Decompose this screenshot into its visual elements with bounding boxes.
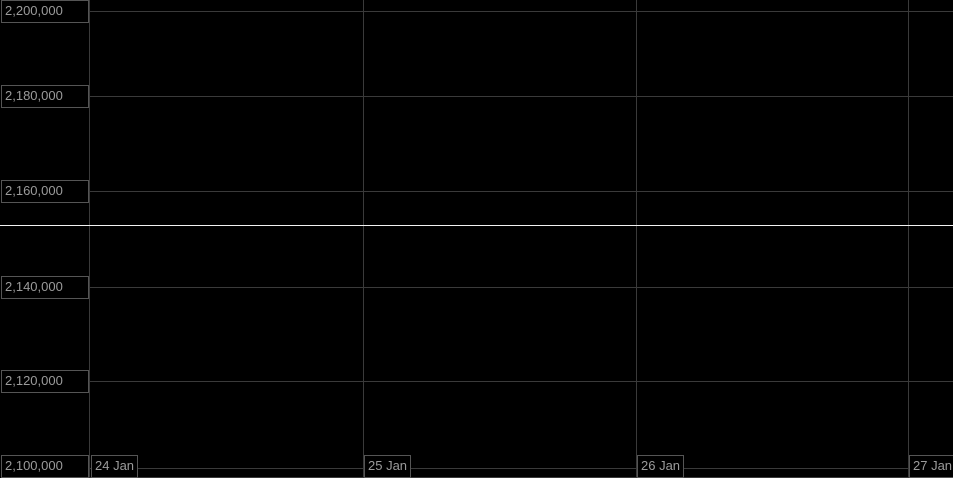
- gridline-vertical: [908, 0, 909, 478]
- x-axis-label: 27 Jan: [909, 455, 953, 478]
- y-axis-label: 2,160,000: [1, 180, 89, 203]
- gridline-horizontal: [89, 11, 953, 12]
- x-axis-label: 25 Jan: [364, 455, 412, 478]
- gridline-horizontal: [89, 287, 953, 288]
- x-axis-label: 26 Jan: [637, 455, 685, 478]
- y-axis-line: [89, 0, 90, 478]
- y-axis-label: 2,180,000: [1, 85, 89, 108]
- x-axis-label: 24 Jan: [91, 455, 139, 478]
- y-axis-label: 2,140,000: [1, 276, 89, 299]
- y-axis-label: 2,100,000: [1, 455, 89, 478]
- gridline-vertical: [636, 0, 637, 478]
- crosshair-horizontal-line: [0, 225, 953, 226]
- gridline-horizontal: [89, 191, 953, 192]
- gridline-horizontal: [89, 381, 953, 382]
- gridline-horizontal: [89, 96, 953, 97]
- y-axis-label: 2,200,000: [1, 0, 89, 23]
- gridline-horizontal: [89, 468, 953, 469]
- y-axis-label: 2,120,000: [1, 370, 89, 393]
- gridline-vertical: [363, 0, 364, 478]
